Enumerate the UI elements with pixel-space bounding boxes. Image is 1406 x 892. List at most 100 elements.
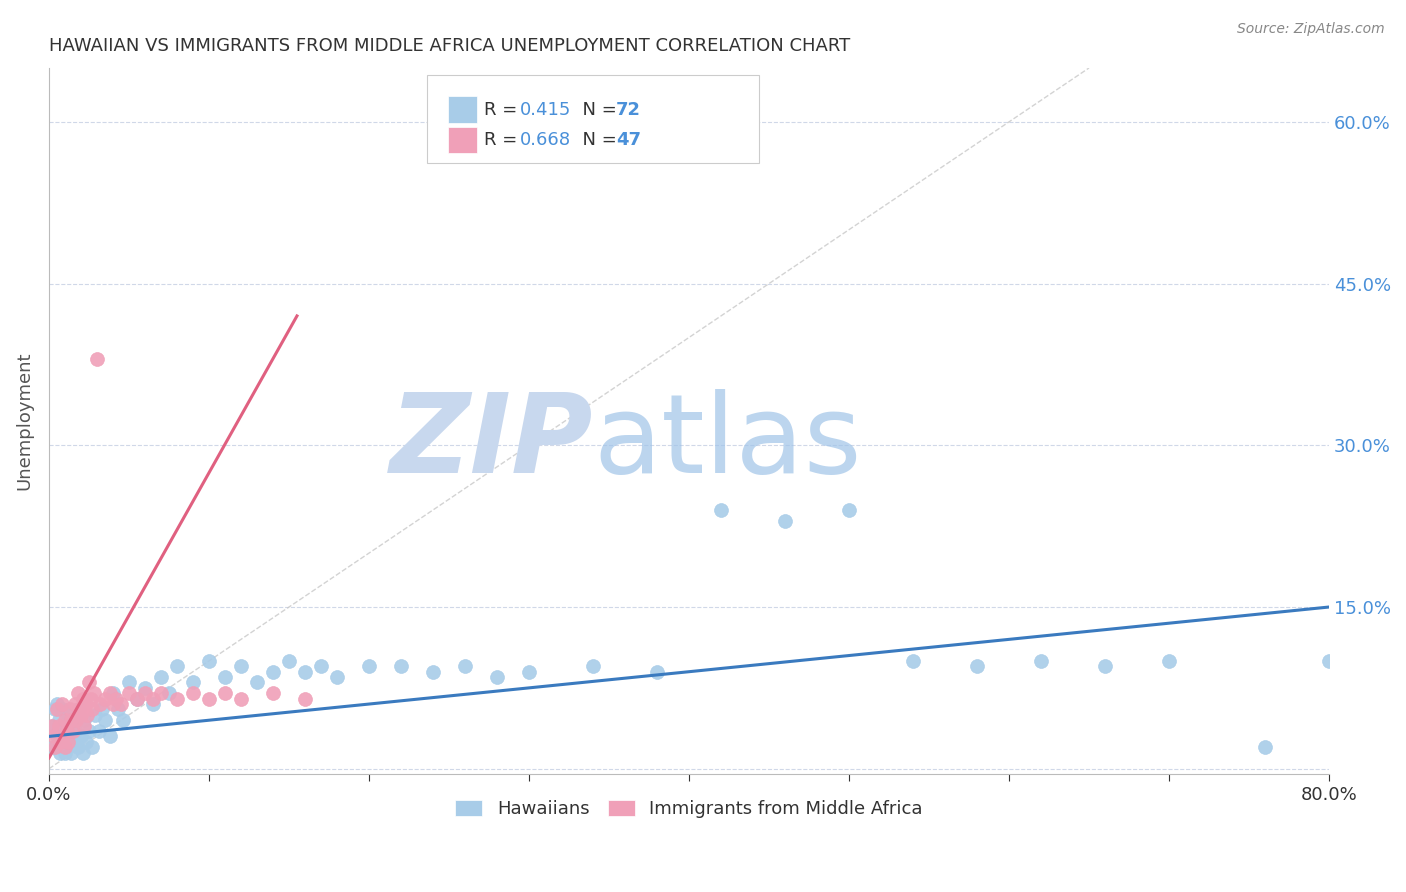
FancyBboxPatch shape [426,75,759,163]
Point [42,740,65,755]
Text: 72: 72 [616,101,641,119]
Point [229,691,252,706]
Point [73,718,96,732]
Point [326,670,349,684]
Point [76,707,98,722]
Point [72,746,94,760]
Point [838,503,860,517]
Point [48,735,70,749]
Text: ZIP: ZIP [389,389,593,496]
Point [62,724,84,739]
Point [901,654,924,668]
Point [63,735,86,749]
Point [90,702,112,716]
Point [582,659,605,673]
Point [49,730,72,744]
Point [83,686,105,700]
Point [149,686,172,700]
Point [166,691,188,706]
Point [46,702,69,716]
Point [53,746,76,760]
Text: R =: R = [484,101,523,119]
Point [125,691,148,706]
Point [101,697,124,711]
Text: 0.668: 0.668 [520,131,571,149]
Point [198,691,221,706]
Point [59,730,82,744]
Point [55,724,77,739]
Text: 0.415: 0.415 [520,101,571,119]
Point [75,735,97,749]
Point [59,702,82,716]
Point [142,691,165,706]
Point [53,718,76,732]
Point [101,686,124,700]
Point [87,724,110,739]
Point [89,697,111,711]
Point [118,686,141,700]
FancyBboxPatch shape [449,127,477,153]
Point [1254,740,1277,755]
Text: HAWAIIAN VS IMMIGRANTS FROM MIDDLE AFRICA UNEMPLOYMENT CORRELATION CHART: HAWAIIAN VS IMMIGRANTS FROM MIDDLE AFRIC… [49,37,851,55]
Point [105,691,128,706]
Point [111,713,134,727]
Point [214,686,236,700]
Point [56,707,79,722]
Point [125,691,148,706]
Point [118,675,141,690]
Point [422,665,444,679]
Point [48,718,70,732]
Point [41,718,63,732]
Point [65,713,87,727]
Y-axis label: Unemployment: Unemployment [15,351,32,491]
Point [966,659,988,673]
Point [63,697,86,711]
Point [62,713,84,727]
Point [198,654,221,668]
Point [309,659,332,673]
Point [70,707,93,722]
Point [389,659,412,673]
Point [110,697,132,711]
Point [70,730,93,744]
Text: Source: ZipAtlas.com: Source: ZipAtlas.com [1237,22,1385,37]
Point [60,746,83,760]
Point [357,659,380,673]
Point [41,718,63,732]
Point [149,670,172,684]
Point [94,691,117,706]
Point [1157,654,1180,668]
FancyBboxPatch shape [449,96,477,123]
Point [75,697,97,711]
Text: R =: R = [484,131,523,149]
Point [52,735,75,749]
Point [48,713,70,727]
Point [517,665,540,679]
Point [107,702,129,716]
Point [84,707,107,722]
Point [51,724,73,739]
Point [67,702,90,716]
Point [49,735,72,749]
Point [181,675,204,690]
Point [66,740,89,755]
Point [278,654,301,668]
Point [51,702,73,716]
Point [86,352,108,367]
Point [55,740,77,755]
Point [77,724,100,739]
Point [142,697,165,711]
Point [72,691,94,706]
Point [181,686,204,700]
Point [134,686,156,700]
Point [98,686,121,700]
Point [94,713,117,727]
Point [1317,654,1340,668]
Point [67,702,90,716]
Point [645,665,668,679]
Point [56,735,79,749]
Point [773,514,796,528]
Point [46,697,69,711]
Point [98,730,121,744]
Point [44,740,66,755]
